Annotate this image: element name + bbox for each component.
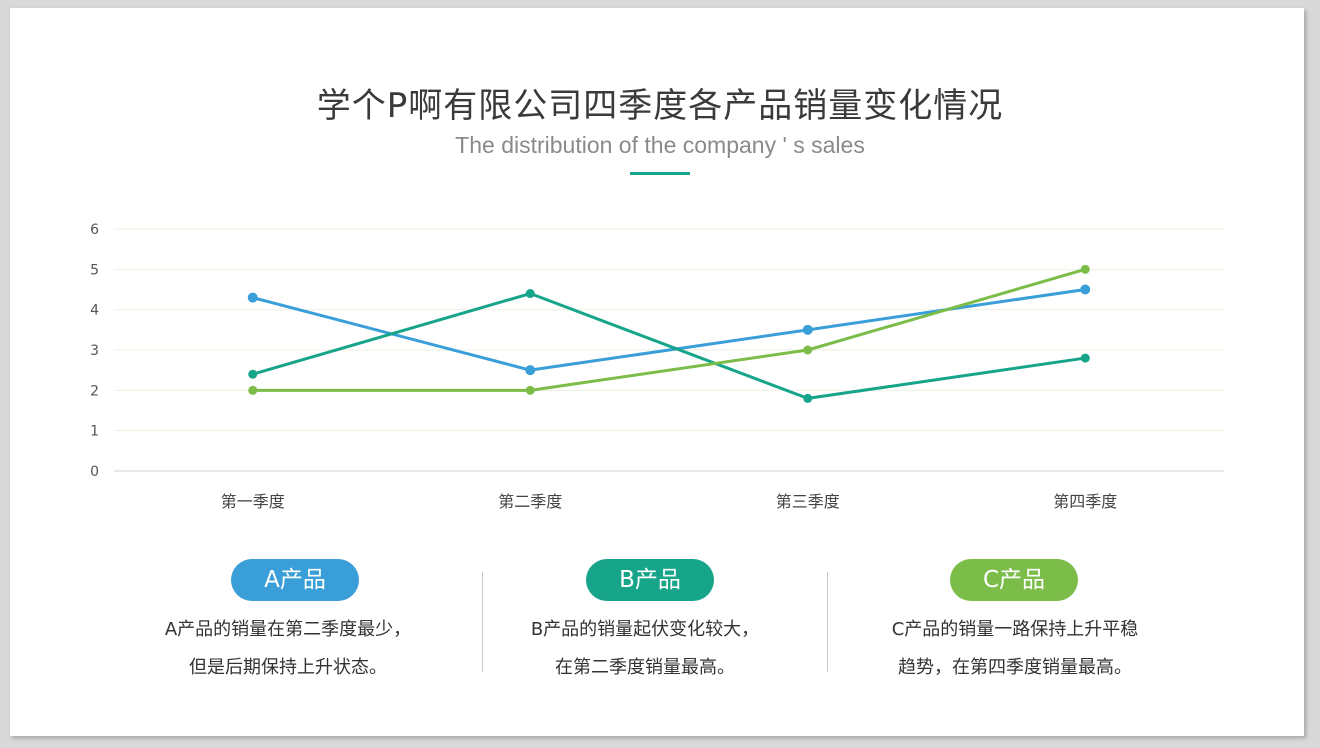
data-point (525, 365, 536, 376)
data-point (525, 385, 535, 395)
series-line-3 (252, 267, 1086, 392)
title-underline (630, 172, 690, 175)
product-c-description: C产品的销量一路保持上升平稳 趋势，在第四季度销量最高。 (845, 611, 1185, 687)
y-tick-label: 5 (90, 262, 99, 278)
data-point (525, 289, 535, 299)
product-b-desc-line1: B产品的销量起伏变化较大， (530, 619, 760, 640)
data-point (1080, 353, 1090, 363)
data-point (248, 369, 258, 379)
series-line-2 (252, 292, 1086, 400)
x-tick-label: 第四季度 (1053, 492, 1117, 511)
product-a-description: A产品的销量在第二季度最少， 但是后期保持上升状态。 (118, 611, 458, 687)
data-point (803, 393, 813, 403)
y-tick-label: 2 (90, 383, 99, 399)
x-tick-label: 第二季度 (498, 492, 562, 511)
data-point (1080, 284, 1091, 295)
product-c-desc-line1: C产品的销量一路保持上升平稳 (891, 619, 1139, 640)
page-subtitle: The distribution of the company ' s sale… (455, 132, 865, 158)
x-tick-label: 第三季度 (776, 492, 840, 511)
column-divider (482, 572, 483, 672)
y-tick-label: 1 (90, 424, 99, 440)
data-point (247, 292, 258, 303)
x-tick-label: 第一季度 (221, 492, 285, 511)
data-point (802, 324, 813, 335)
data-point (1080, 264, 1090, 274)
product-b-description: B产品的销量起伏变化较大， 在第二季度销量最高。 (475, 611, 815, 687)
y-tick-label: 4 (90, 303, 99, 319)
series-line-1 (252, 288, 1086, 372)
product-a-pill: A产品 (231, 559, 359, 601)
y-tick-label: 6 (90, 222, 99, 238)
y-tick-label: 0 (90, 464, 99, 480)
y-tick-label: 3 (90, 343, 99, 359)
product-c-desc-line2: 趋势，在第四季度销量最高。 (898, 657, 1132, 678)
page-title: 学个P啊有限公司四季度各产品销量变化情况 (316, 86, 1004, 126)
product-c-pill: C产品 (950, 559, 1078, 601)
product-b-desc-line2: 在第二季度销量最高。 (555, 657, 735, 678)
data-point (248, 385, 258, 395)
line-chart: 0 1 2 3 4 5 6 第一季度 第二季度 第三季度 第四季度 (90, 222, 1224, 511)
column-divider (827, 572, 828, 672)
product-a-desc-line2: 但是后期保持上升状态。 (189, 657, 387, 678)
product-a-desc-line1: A产品的销量在第二季度最少， (164, 619, 412, 640)
data-point (803, 345, 813, 355)
product-b-pill: B产品 (586, 559, 714, 601)
